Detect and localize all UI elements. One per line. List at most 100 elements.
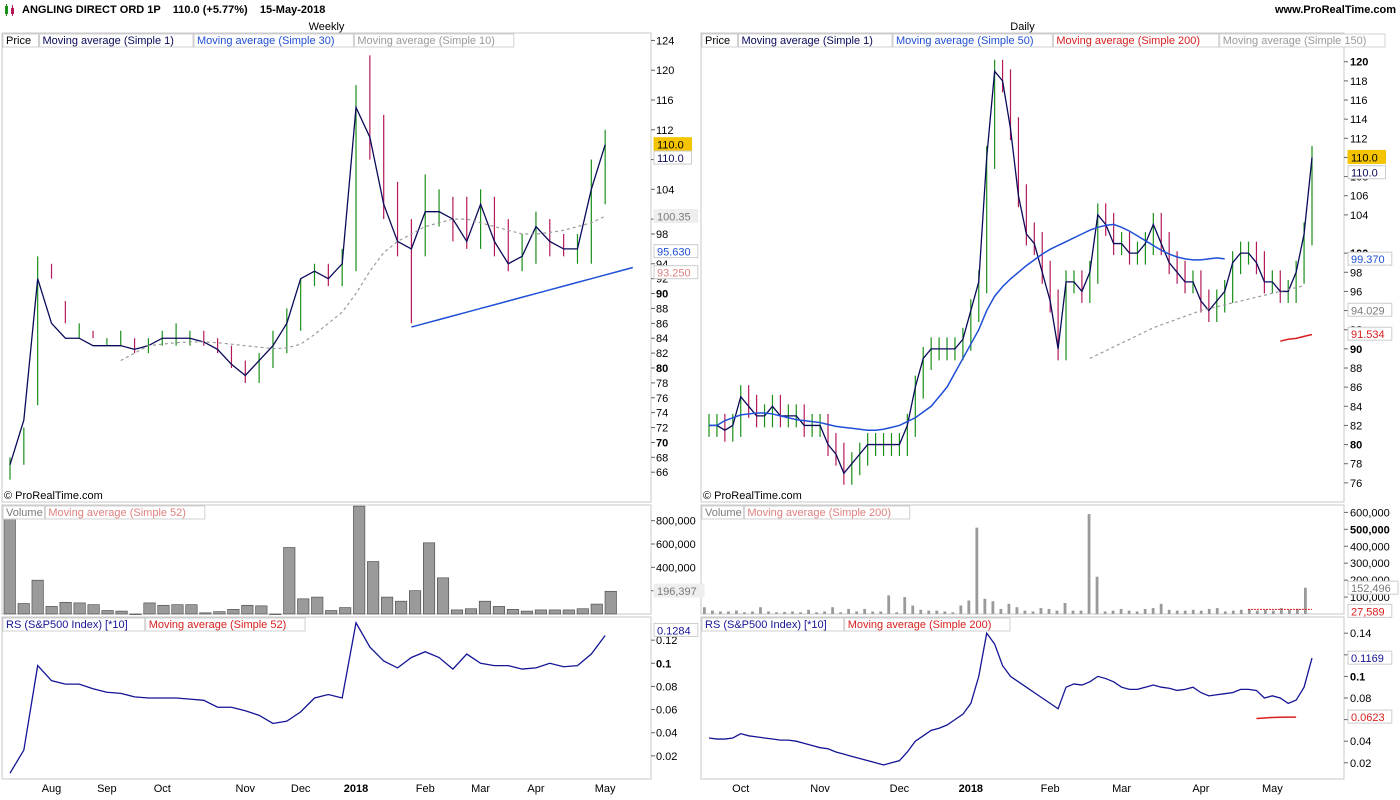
daily_volume-volume-bar: [1007, 603, 1011, 614]
daily_volume-volume-bar: [879, 611, 883, 614]
weekly_rs-ytick-label: 0.1: [656, 658, 671, 670]
daily_price-value-label-2: 99.370: [1351, 254, 1385, 266]
daily_volume-volume-bar: [967, 600, 971, 614]
daily_volume-volume-bar: [1191, 609, 1195, 614]
weekly_price-value-label-3: 95.630: [657, 247, 691, 259]
weekly_price-xtick-label: Dec: [291, 783, 311, 795]
weekly_volume-volume-bar: [464, 608, 478, 615]
weekly_rs-value-badge-0: [653, 622, 699, 637]
weekly_price-legend-box-0: [2, 33, 39, 48]
weekly_volume-value-badge-0: [653, 583, 705, 598]
panel-frame-weekly_volume: [1, 504, 652, 615]
daily_volume-volume-bar: [1279, 608, 1283, 614]
weekly_price-ytick-label: 120: [656, 65, 674, 77]
daily_rs-rs-line: [708, 631, 1313, 766]
weekly_price-ytick-label: 70: [656, 437, 668, 449]
daily_price-xtick-label: Feb: [1041, 783, 1060, 795]
weekly_volume-legend-0: Volume: [6, 507, 43, 519]
weekly_price-value-label-0: 110.0: [657, 140, 684, 152]
panel-frame-daily_volume: [700, 504, 1345, 615]
daily_volume-volume-bar: [719, 611, 722, 614]
weekly_volume-volume-bar: [311, 596, 324, 615]
weekly_rs-ytick-label: 0.06: [656, 705, 677, 717]
daily_price-legend-box-4: [1219, 33, 1386, 48]
panel-frame-daily_price: [700, 32, 1345, 503]
daily_price-ytick-label: 76: [1350, 478, 1362, 490]
daily_volume-volume-bar: [1071, 610, 1075, 614]
daily_price-ytick-label: 90: [1350, 344, 1362, 356]
panel-frame-weekly_rs: [1, 616, 652, 780]
weekly_volume-volume-bar: [171, 604, 184, 615]
daily_price-legend-2: Moving average (Simple 50): [896, 35, 1034, 47]
daily_volume-volume-bar: [1159, 603, 1163, 614]
daily_rs-ytick-label: 0.02: [1350, 758, 1371, 770]
daily_volume-volume-bar: [1103, 611, 1107, 614]
daily_volume-value-badge-1: [1347, 603, 1393, 618]
site-link[interactable]: www.ProRealTime.com: [1274, 4, 1396, 16]
daily_price-legend-3: Moving average (Simple 200): [1056, 35, 1200, 47]
weekly_price-ytick-label: 116: [656, 95, 674, 107]
weekly_volume-volume-bar: [115, 610, 128, 615]
weekly_rs-ytick-label: 0.12: [656, 635, 677, 647]
daily-chart-title: Daily: [1010, 21, 1035, 33]
daily_volume-volume-bar: [1207, 608, 1211, 614]
panel-frame-daily_rs: [700, 616, 1345, 780]
weekly_price-copyright: © ProRealTime.com: [4, 490, 103, 502]
weekly_price-sma30-line: [411, 266, 634, 328]
daily_volume-ytick-label: 600,000: [1350, 507, 1390, 519]
weekly_price-ytick-label: 88: [656, 303, 668, 315]
weekly_volume-volume-bar: [17, 603, 30, 615]
weekly_price-xtick-label: Mar: [471, 783, 490, 795]
daily_rs-ytick-label: 0.08: [1350, 693, 1371, 705]
daily_price-ytick-label: 116: [1350, 95, 1368, 107]
daily_volume-volume-bar: [711, 610, 714, 614]
daily_volume-volume-bar: [1247, 609, 1251, 614]
weekly_volume-volume-bar: [213, 611, 226, 615]
daily_volume-volume-bar: [1015, 607, 1019, 614]
daily_volume-volume-bar: [1199, 610, 1203, 614]
daily_price-legend-box-3: [1052, 33, 1220, 48]
daily_volume-legend-1: Moving average (Simple 200): [747, 507, 891, 519]
weekly_price-xtick-label: May: [595, 783, 616, 795]
daily_price-value-badge-1: [1347, 165, 1386, 180]
daily_volume-value-label-1: 27,589: [1351, 606, 1385, 618]
weekly_price-xtick-label: Oct: [154, 783, 171, 795]
weekly_volume-volume-bar: [492, 606, 505, 615]
daily_price-xtick-label: Oct: [732, 783, 749, 795]
weekly_volume-volume-bar: [590, 603, 603, 615]
weekly_volume-volume-bar: [423, 542, 436, 615]
weekly_price-legend-box-2: [193, 33, 354, 48]
daily_volume-volume-bar: [1031, 611, 1035, 614]
weekly_volume-volume-bar: [520, 610, 533, 615]
daily_volume-volume-bar: [1079, 610, 1083, 614]
daily_price-sma150-line: [1089, 285, 1305, 359]
daily_rs-value-label-0: 0.1169: [1351, 653, 1384, 665]
daily_volume-volume-bar: [1055, 610, 1059, 614]
daily_volume-volume-bar: [951, 612, 955, 614]
weekly_rs-rs-line: [9, 620, 606, 774]
weekly_volume-volume-bar: [506, 609, 519, 615]
weekly_rs-ytick-label: 0.04: [656, 728, 677, 740]
weekly_price-value-badge-3: [653, 244, 699, 259]
daily_volume-volume-bar: [1127, 610, 1131, 614]
daily_rs-legend-0: RS (S&P500 Index) [*10]: [705, 619, 827, 631]
weekly_volume-volume-bar: [73, 602, 86, 615]
daily_price-xtick-label: Dec: [890, 783, 910, 795]
daily_price-legend-1: Moving average (Simple 1): [742, 35, 873, 47]
weekly_price-xtick-label: Aug: [42, 783, 62, 795]
weekly_price-value-label-1: 110.0: [657, 153, 684, 165]
daily_volume-volume-bar: [1119, 608, 1123, 614]
daily_volume-volume-bar: [1239, 609, 1243, 614]
daily_price-value-badge-0: [1347, 149, 1386, 164]
weekly_volume-volume-bar: [478, 600, 491, 615]
daily_volume-ytick-label: 300,000: [1350, 558, 1390, 570]
weekly-chart-title: Weekly: [309, 21, 345, 33]
daily_price-legend-box-2: [892, 33, 1053, 48]
weekly_price-ytick-label: 112: [656, 125, 674, 137]
daily_volume-volume-bar: [1263, 609, 1267, 614]
weekly_volume-volume-bar: [241, 604, 254, 615]
daily_price-ytick-label: 96: [1350, 286, 1362, 298]
daily_volume-volume-bar: [1303, 587, 1307, 614]
daily_rs-ytick-label: 0.04: [1350, 736, 1371, 748]
